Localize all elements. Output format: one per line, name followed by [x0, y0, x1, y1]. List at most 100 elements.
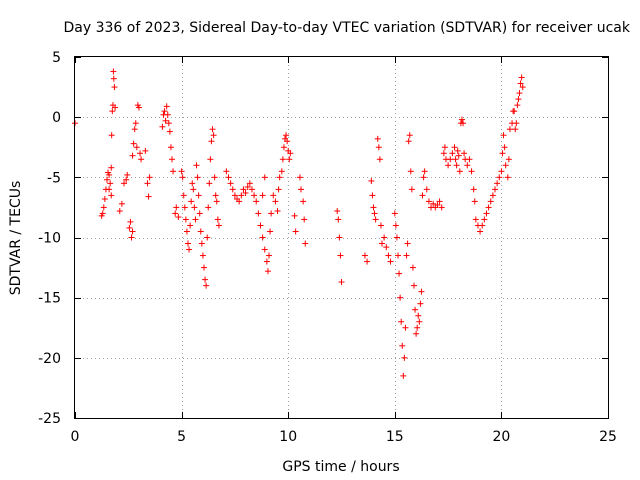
- data-point: [336, 234, 343, 241]
- data-point: [200, 264, 207, 271]
- data-point: [194, 174, 201, 181]
- data-point: [212, 192, 219, 199]
- data-point: [416, 318, 423, 325]
- data-point: [396, 270, 403, 277]
- data-point: [468, 168, 475, 175]
- data-point: [131, 126, 138, 133]
- data-point: [280, 144, 287, 151]
- data-point: [440, 150, 447, 157]
- data-point: [364, 258, 371, 265]
- data-point: [198, 240, 205, 247]
- data-point: [186, 246, 193, 253]
- data-point: [368, 177, 375, 184]
- data-point: [261, 246, 268, 253]
- data-point: [255, 210, 262, 217]
- data-point: [275, 186, 282, 193]
- data-point: [500, 132, 507, 139]
- data-point: [236, 198, 243, 205]
- data-point: [207, 156, 214, 163]
- y-tick-label: -25: [38, 411, 61, 427]
- data-point: [407, 168, 414, 175]
- data-point: [169, 156, 176, 163]
- y-tick-label: -10: [38, 231, 61, 247]
- grid-lines: [75, 57, 608, 418]
- data-point: [127, 218, 134, 225]
- data-point: [505, 156, 512, 163]
- x-tick-label: 15: [386, 429, 404, 445]
- data-point: [179, 174, 186, 181]
- data-point: [399, 342, 406, 349]
- data-point: [483, 210, 490, 217]
- data-point: [159, 123, 166, 130]
- data-point: [270, 192, 277, 199]
- data-point: [292, 228, 299, 235]
- data-point: [130, 140, 137, 147]
- data-point: [300, 198, 307, 205]
- data-point: [261, 174, 268, 181]
- data-point: [381, 234, 388, 241]
- data-point: [197, 228, 204, 235]
- data-point: [472, 216, 479, 223]
- data-point: [409, 264, 416, 271]
- data-point: [215, 222, 222, 229]
- data-point: [394, 252, 401, 259]
- x-tick-label: 5: [177, 429, 186, 445]
- data-point: [334, 208, 341, 215]
- data-point: [302, 240, 309, 247]
- data-point: [145, 193, 152, 200]
- data-point: [436, 198, 443, 205]
- data-point: [513, 120, 520, 127]
- data-point: [162, 117, 169, 124]
- data-point: [246, 180, 253, 187]
- data-point: [181, 204, 188, 211]
- data-point: [464, 162, 471, 169]
- data-point: [398, 318, 405, 325]
- data-point: [471, 198, 478, 205]
- data-point: [225, 174, 232, 181]
- data-point: [170, 168, 177, 175]
- data-point: [492, 186, 499, 193]
- data-point: [425, 198, 432, 205]
- data-point: [172, 210, 179, 217]
- data-point: [251, 192, 258, 199]
- data-point: [210, 132, 217, 139]
- data-point: [231, 192, 238, 199]
- data-point: [405, 138, 412, 145]
- data-point: [184, 240, 191, 247]
- data-point: [415, 312, 422, 319]
- data-point: [191, 204, 198, 211]
- y-tick-label: 0: [52, 110, 61, 126]
- data-point: [283, 132, 290, 139]
- data-point: [199, 252, 206, 259]
- data-point: [110, 68, 117, 75]
- data-point: [253, 198, 260, 205]
- data-point: [456, 168, 463, 175]
- data-point: [441, 144, 448, 151]
- data-point: [519, 84, 526, 91]
- data-point: [142, 147, 149, 154]
- y-tick-label: -15: [38, 291, 61, 307]
- data-point: [244, 183, 251, 190]
- data-point: [257, 222, 264, 229]
- data-point: [487, 198, 494, 205]
- data-point: [259, 192, 266, 199]
- data-point: [208, 138, 215, 145]
- y-tick-label: -20: [38, 351, 61, 367]
- chart-title: Day 336 of 2023, Sidereal Day-to-day VTE…: [64, 20, 631, 36]
- data-point: [116, 208, 123, 215]
- data-point: [419, 192, 426, 199]
- data-point: [205, 204, 212, 211]
- data-point: [137, 150, 144, 157]
- data-point: [477, 228, 484, 235]
- data-point: [470, 186, 477, 193]
- data-point: [123, 176, 130, 183]
- data-point: [173, 204, 180, 211]
- data-point: [460, 120, 467, 127]
- data-point: [369, 192, 376, 199]
- data-point: [259, 234, 266, 241]
- data-point: [118, 200, 125, 207]
- data-point: [248, 186, 255, 193]
- data-point: [110, 75, 117, 82]
- data-point: [400, 372, 407, 379]
- data-point: [161, 108, 168, 115]
